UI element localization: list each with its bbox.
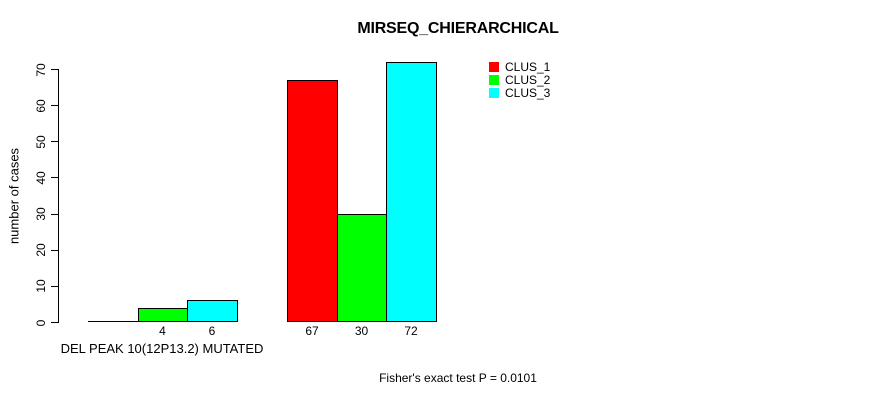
bar-clus_2 xyxy=(337,214,387,322)
legend-swatch-icon xyxy=(489,75,499,85)
legend: CLUS_1 CLUS_2 CLUS_3 xyxy=(489,61,550,100)
y-tick-label: 20 xyxy=(34,243,48,257)
bar-value-label: 6 xyxy=(208,324,216,338)
y-axis-label: number of cases xyxy=(6,147,22,245)
bar-clus_1-zero xyxy=(88,321,139,322)
bar-clus_3 xyxy=(386,62,437,322)
y-tick-label: 30 xyxy=(34,207,48,221)
bar-clus_3 xyxy=(187,300,238,322)
y-tick-label: 40 xyxy=(34,171,48,185)
bar-value-label: 72 xyxy=(404,324,418,338)
legend-item-clus_3: CLUS_3 xyxy=(489,87,550,99)
bar-value-label: 67 xyxy=(305,324,319,338)
bar-value-label: 30 xyxy=(354,324,369,338)
legend-label: CLUS_1 xyxy=(505,60,551,74)
y-tick-label: 50 xyxy=(34,135,48,149)
bar-clus_2 xyxy=(138,308,188,322)
y-tick-mark xyxy=(51,249,58,251)
y-tick-label: 70 xyxy=(34,62,48,77)
legend-swatch-icon xyxy=(489,62,499,72)
y-tick-mark xyxy=(51,69,58,70)
chart-title: MIRSEQ_CHIERARCHICAL xyxy=(357,20,559,37)
x-category-label: DEL PEAK 10(12P13.2) MUTATED xyxy=(60,341,264,356)
bar-clus_1 xyxy=(287,80,338,322)
y-axis-line xyxy=(58,69,59,323)
y-tick-mark xyxy=(51,177,58,179)
y-tick-mark xyxy=(51,141,58,143)
bar-value-label: 4 xyxy=(159,324,166,338)
annotation-text: Fisher's exact test P = 0.0101 xyxy=(379,371,537,385)
y-tick-mark xyxy=(51,213,58,215)
y-tick-mark xyxy=(51,285,58,287)
y-tick-mark xyxy=(51,322,58,323)
legend-swatch-icon xyxy=(489,88,499,98)
legend-label: CLUS_3 xyxy=(505,86,551,100)
y-tick-label: 10 xyxy=(34,279,48,294)
y-tick-mark xyxy=(51,105,58,107)
legend-label: CLUS_2 xyxy=(505,73,551,87)
y-tick-label: 60 xyxy=(34,98,48,113)
legend-item-clus_2: CLUS_2 xyxy=(489,74,550,86)
y-tick-label: 0 xyxy=(34,319,48,326)
legend-item-clus_1: CLUS_1 xyxy=(489,61,550,73)
